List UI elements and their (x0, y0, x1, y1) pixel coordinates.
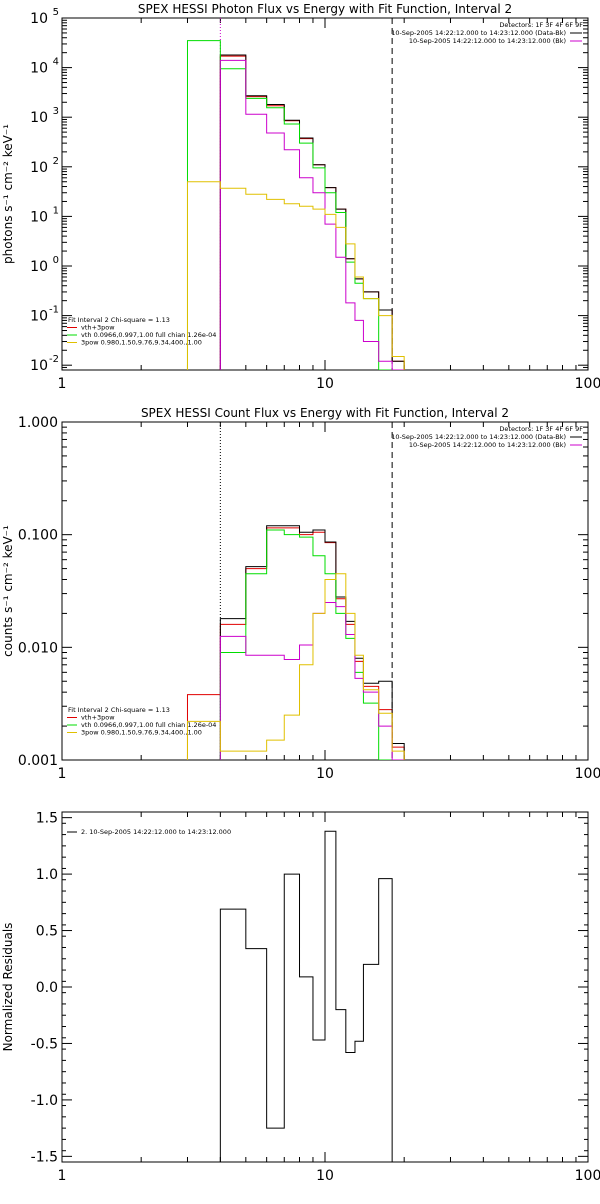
y-tick-label: 0.010 (18, 640, 58, 656)
y-tick-label: -0.5 (31, 1036, 58, 1052)
legend-text: 2. 10-Sep-2005 14:22:12.000 to 14:23:12.… (81, 828, 231, 836)
x-tick-label: 1 (58, 766, 67, 782)
y-axis-label: counts s⁻¹ cm⁻² keV⁻¹ (1, 525, 15, 657)
chart-title: SPEX HESSI Photon Flux vs Energy with Fi… (138, 2, 512, 16)
series-line-5 (186, 573, 405, 760)
chart-panel-1: SPEX HESSI Photon Flux vs Energy with Fi… (1, 2, 600, 392)
header-text: 10-Sep-2005 14:22:12.000 to 14:23:12.000… (409, 37, 566, 45)
series-line-1 (219, 830, 393, 1162)
header-text: 10-Sep-2005 14:22:12.000 to 14:23:12.000… (391, 29, 566, 37)
x-tick-label: 10 (316, 376, 334, 392)
x-tick-label: 10 (316, 766, 334, 782)
series-group (186, 40, 405, 370)
legend-text: vth 0.0966,0.997,1.00 full chian 1.26e-0… (81, 721, 216, 729)
y-tick-exponent: -1 (49, 305, 59, 316)
y-axis-label: photons s⁻¹ cm⁻² keV⁻¹ (1, 124, 15, 264)
header-text: 10-Sep-2005 14:22:12.000 to 14:23:12.000… (391, 433, 566, 441)
y-tick-label: 1.000 (18, 415, 58, 431)
y-tick-label: 10 (30, 309, 48, 325)
y-tick-label: 0.100 (18, 528, 58, 544)
series-group (186, 525, 405, 760)
x-tick-label: 100 (575, 766, 600, 782)
legend-text: Fit Interval 2 Chi-square = 1.13 (68, 706, 170, 714)
legend-text: 3pow 0.980,1.50,9.76,9.34,400.,1.00 (81, 339, 202, 347)
y-tick-label: 10 (30, 110, 48, 126)
y-tick-label: 1.0 (36, 867, 58, 883)
y-tick-label: 10 (30, 61, 48, 77)
chart-panel-2: SPEX HESSI Count Flux vs Energy with Fit… (1, 406, 600, 782)
x-tick-label: 1 (58, 376, 67, 392)
series-line-3 (186, 40, 393, 370)
chart-panel-3: Normalized Residuals 1 10 100 -1.5 -1.0 -0.5 0.… (1, 811, 600, 1184)
series-line-4 (219, 602, 405, 760)
legend-text: vth+3pow (81, 714, 115, 722)
y-tick-label: 10 (30, 358, 48, 374)
legend-text: 3pow 0.980,1.50,9.76,9.34,400.,1.00 (81, 729, 202, 737)
x-tick-label: 100 (575, 376, 600, 392)
legend-text: vth+3pow (81, 324, 115, 332)
series-line-2 (219, 525, 405, 760)
y-tick-exponent: 4 (53, 57, 59, 68)
y-tick-exponent: 5 (53, 7, 59, 18)
series-group (219, 830, 393, 1162)
y-tick-label: -1.0 (31, 1093, 58, 1109)
series-line-2 (219, 54, 405, 370)
y-tick-label: 10 (30, 11, 48, 27)
legend-text: Fit Interval 2 Chi-square = 1.13 (68, 316, 170, 324)
x-tick-label: 100 (575, 1168, 600, 1184)
y-tick-exponent: 1 (53, 205, 59, 216)
x-tick-label: 1 (58, 1168, 67, 1184)
y-tick-label: 1.5 (36, 811, 58, 827)
y-tick-label: 0.0 (36, 980, 58, 996)
y-tick-label: 0.001 (18, 753, 58, 769)
y-axis-label: Normalized Residuals (1, 923, 15, 1052)
series-line-1 (219, 55, 405, 370)
header-text: 10-Sep-2005 14:22:12.000 to 14:23:12.000… (409, 441, 566, 449)
y-tick-label: 10 (30, 259, 48, 275)
y-tick-exponent: 2 (53, 156, 59, 167)
y-tick-label: 10 (30, 160, 48, 176)
chart-title: SPEX HESSI Count Flux vs Energy with Fit… (141, 406, 509, 420)
y-tick-exponent: -2 (49, 354, 59, 365)
y-tick-label: 0.5 (36, 924, 58, 940)
header-text: Detectors: 1F 3F 4F 6F 9F (499, 425, 583, 433)
series-line-3 (219, 529, 393, 760)
y-tick-exponent: 0 (53, 255, 59, 266)
y-tick-label: -1.5 (31, 1149, 58, 1165)
x-tick-label: 10 (316, 1168, 334, 1184)
series-line-4 (219, 59, 405, 370)
series-line-5 (186, 181, 405, 370)
y-tick-label: 10 (30, 209, 48, 225)
y-tick-exponent: 3 (53, 106, 59, 117)
legend-text: vth 0.0966,0.997,1.00 full chian 1.26e-0… (81, 331, 216, 339)
header-text: Detectors: 1F 3F 4F 6F 9F (499, 21, 583, 29)
